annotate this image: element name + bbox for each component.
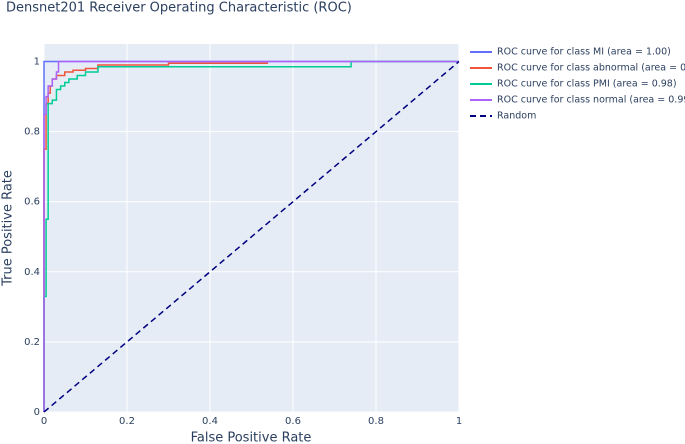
y-tick-label: 0: [34, 407, 40, 418]
plot-area: [44, 44, 459, 412]
legend-label: ROC curve for class MI (area = 1.00): [497, 47, 671, 58]
series-line: [43, 60, 459, 412]
y-tick-label: 0.2: [24, 337, 40, 348]
y-axis-title: True Positive Rate: [1, 170, 16, 287]
chart-title: Densnet201 Receiver Operating Characteri…: [6, 1, 352, 16]
x-axis-title: False Positive Rate: [191, 431, 312, 444]
legend-label: ROC curve for class abnormal (area = 0.9…: [497, 63, 685, 74]
x-tick-label: 0.2: [119, 416, 135, 427]
x-tick-label: 1: [456, 416, 462, 427]
y-tick-label: 0.8: [24, 127, 40, 138]
legend-label: Random: [497, 111, 536, 122]
y-tick-label: 0.4: [24, 267, 40, 278]
x-tick-label: 0.4: [202, 416, 218, 427]
legend-label: ROC curve for class PMI (area = 0.98): [497, 79, 677, 90]
series-line: [43, 60, 459, 412]
legend-label: ROC curve for class normal (area = 0.99): [497, 95, 685, 106]
series-line: [43, 60, 460, 413]
x-tick-label: 0.6: [285, 416, 301, 427]
x-tick-label: 0.8: [368, 416, 384, 427]
y-tick-label: 1: [34, 57, 40, 68]
y-tick-label: 0.6: [24, 197, 40, 208]
x-tick-label: 0: [41, 416, 47, 427]
